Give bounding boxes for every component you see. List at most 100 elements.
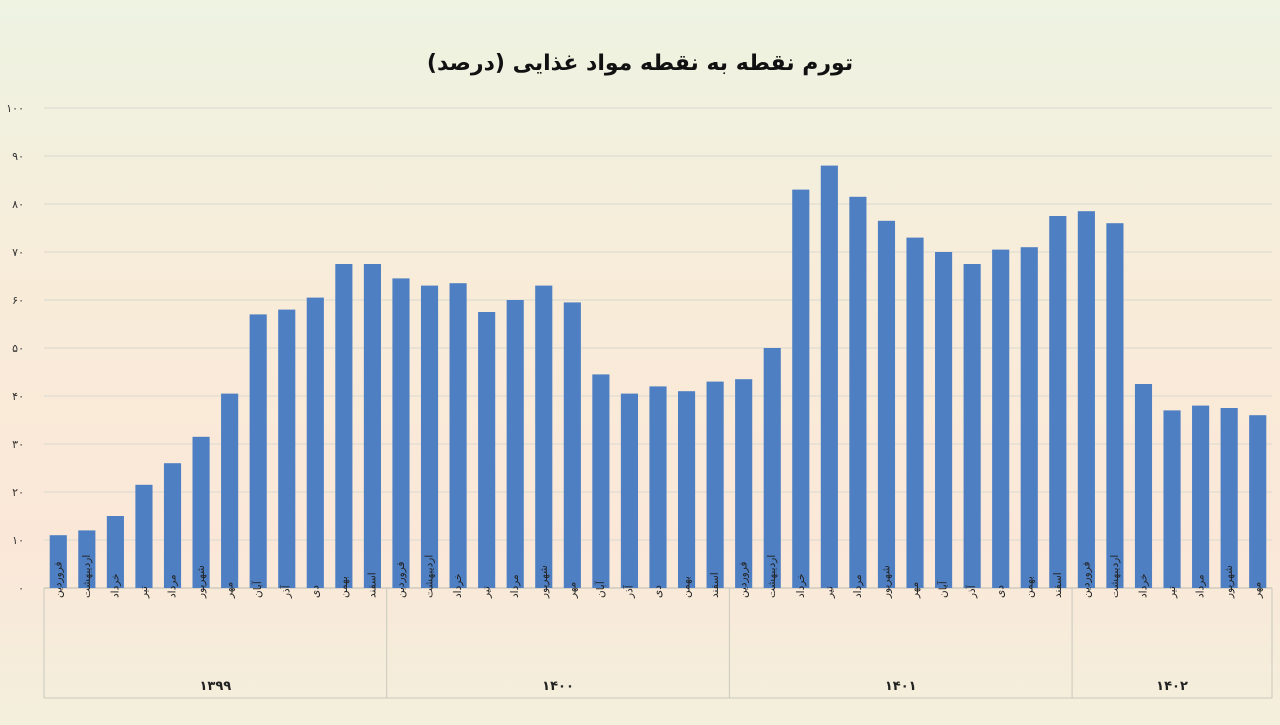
bar [1106,223,1124,588]
x-tick-label: اردیبهشت [424,555,436,598]
bar [163,463,182,588]
x-tick-label: شهریور [880,565,892,599]
bar [1192,405,1210,588]
x-tick-label: دی [652,585,664,598]
x-tick-label: مرداد [852,574,864,598]
bar [306,297,324,588]
y-tick-label: ۶۰ [12,294,24,307]
x-tick-label: مرداد [1195,574,1207,598]
x-tick-label: اسفند [1052,572,1064,598]
x-tick-label: خرداد [452,573,464,598]
x-tick-label: خرداد [795,573,807,598]
x-tick-label: تیر [481,586,493,599]
bar [335,264,353,588]
x-tick-label: بهمن [338,576,350,598]
bar [392,278,410,588]
x-tick-label: آذر [965,584,978,599]
bar [963,264,981,588]
y-tick-label: ۷۰ [12,246,24,259]
y-tick-label: ۴۰ [12,390,24,403]
x-tick-label: دی [309,585,321,598]
x-tick-label: تیر [138,586,150,599]
bar [649,386,667,588]
x-tick-label: بهمن [1023,576,1035,598]
x-tick-label: اسفند [366,572,378,598]
x-tick-label: شهریور [195,565,207,599]
x-tick-label: خرداد [109,573,121,598]
x-tick-label: اردیبهشت [766,555,778,598]
y-tick-label: ۱۰۰ [6,102,24,115]
x-tick-label: مهر [909,582,921,599]
bar [763,348,781,588]
bar [1134,384,1153,588]
bar [792,189,810,588]
bar [935,252,953,588]
bar [620,393,639,588]
bar [735,379,753,588]
x-tick-label: اردیبهشت [81,555,93,598]
bar [49,535,67,588]
x-tick-label: آبان [251,580,264,598]
y-tick-label: ۰ [18,582,24,595]
bar [420,285,439,588]
x-tick-label: مهر [224,582,236,599]
x-tick-label: اسفند [709,572,721,598]
bar [706,381,724,588]
x-tick-label: خرداد [1137,573,1149,598]
bar [78,530,96,588]
bar [1020,247,1038,588]
x-tick-label: آبان [594,580,607,598]
bar [449,283,467,588]
year-label: ۱۴۰۱ [885,679,917,694]
bar [677,391,696,588]
x-tick-label: شهریور [1223,565,1235,599]
bar [1049,216,1067,588]
bar [221,393,239,588]
x-tick-label: فروردین [738,561,750,598]
bar [106,516,124,588]
x-tick-label: آذر [280,584,293,599]
x-tick-label: فروردین [1080,561,1092,598]
x-tick-label: مهر [1252,582,1264,599]
x-tick-label: بهمن [681,576,693,598]
bar [478,312,496,588]
x-tick-label: دی [995,585,1007,598]
year-label: ۱۴۰۲ [1156,679,1188,694]
bar [135,484,153,588]
bar [278,309,296,588]
x-tick-label: آبان [937,580,950,598]
y-tick-label: ۸۰ [12,198,24,211]
bar [906,237,924,588]
bar [1220,408,1238,588]
y-tick-label: ۹۰ [12,150,24,163]
x-tick-label: فروردین [52,561,64,598]
bar [363,264,381,588]
bar [992,249,1010,588]
x-tick-label: اردیبهشت [1109,555,1121,598]
bar [506,300,524,588]
x-tick-label: تیر [1166,586,1178,599]
year-label: ۱۴۰۰ [542,679,574,694]
bar [192,436,210,588]
bar [1077,211,1095,588]
chart-title: تورم نقطه به نقطه مواد غذایی (درصد) [427,51,853,76]
y-tick-label: ۳۰ [12,438,24,451]
y-tick-label: ۲۰ [12,486,24,499]
x-tick-label: فروردین [395,561,407,598]
bar [249,314,267,588]
x-tick-label: آذر [622,584,635,599]
x-tick-label: مهر [566,582,578,599]
year-label: ۱۳۹۹ [199,679,231,694]
y-tick-label: ۱۰ [12,534,24,547]
bar [1163,410,1181,588]
x-tick-label: مرداد [167,574,179,598]
bar [563,302,581,588]
bar [877,220,896,589]
bar [592,374,610,588]
bar [820,165,838,588]
x-tick-label: تیر [823,586,835,599]
bar [1249,415,1267,588]
x-tick-label: مرداد [509,574,521,598]
